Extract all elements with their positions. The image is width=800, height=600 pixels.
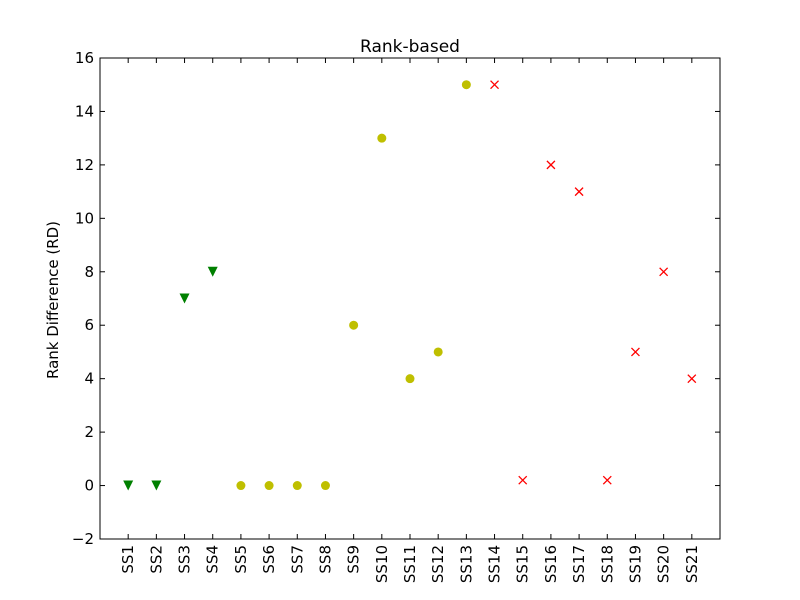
x-tick-label: SS1	[119, 545, 137, 574]
data-point-x	[659, 267, 669, 277]
data-point-x	[574, 187, 584, 197]
x-tick-label: SS4	[204, 545, 222, 574]
data-point-circle	[433, 347, 443, 357]
x-tick-label: SS8	[316, 545, 334, 574]
data-point-circle	[461, 80, 471, 90]
y-tick-label: −2	[72, 530, 94, 548]
data-points	[123, 80, 697, 491]
x-tick-label: SS15	[514, 545, 532, 583]
data-point-triangle	[207, 266, 218, 277]
x-tick-label: SS14	[486, 545, 504, 583]
data-point-x	[630, 347, 640, 357]
data-point-circle	[377, 133, 387, 143]
y-tick-label: 12	[75, 156, 94, 174]
data-point-x	[602, 475, 612, 485]
x-tick-label: SS9	[345, 545, 363, 574]
x-tick-label: SS11	[401, 545, 419, 583]
y-tick-label: 0	[84, 477, 94, 495]
x-tick-label: SS7	[288, 545, 306, 574]
data-point-circle	[236, 481, 246, 491]
plot-area	[99, 57, 721, 540]
x-tick-label: SS16	[542, 545, 560, 583]
x-tick-label: SS21	[683, 545, 701, 583]
y-tick-label: 10	[75, 209, 94, 227]
x-tick-label: SS19	[626, 545, 644, 583]
y-tick-label: 4	[84, 370, 94, 388]
x-tick-label: SS5	[232, 545, 250, 574]
data-point-circle	[320, 481, 330, 491]
data-point-triangle	[151, 480, 162, 491]
x-tick-label: SS18	[598, 545, 616, 583]
x-tick-label: SS6	[260, 545, 278, 574]
axis-ticks: −2 0 2 4 6 8 10 12 14 16 SS1 SS2 SS3 SS4 SS5 SS6 SS7 SS8 S…	[72, 49, 720, 583]
x-tick-label: SS13	[457, 545, 475, 583]
data-point-circle	[264, 481, 274, 491]
chart-title: Rank-based	[360, 37, 460, 57]
y-tick-label: 2	[84, 423, 94, 441]
y-tick-label: 8	[84, 263, 94, 281]
x-tick-label: SS12	[429, 545, 447, 583]
x-tick-label: SS3	[176, 545, 194, 574]
data-point-x	[546, 160, 556, 170]
data-point-circle	[349, 320, 359, 330]
data-point-x	[518, 475, 528, 485]
y-tick-label: 14	[75, 102, 94, 120]
y-axis-label: Rank Difference (RD)	[44, 221, 62, 379]
data-point-triangle	[123, 480, 134, 491]
data-point-x	[490, 80, 500, 90]
data-point-triangle	[179, 293, 190, 304]
data-point-circle	[405, 374, 415, 384]
x-tick-label: SS20	[655, 545, 673, 583]
x-tick-label: SS10	[373, 545, 391, 583]
x-tick-label: SS2	[147, 545, 165, 574]
y-tick-label: 16	[75, 49, 94, 67]
data-point-circle	[292, 481, 302, 491]
x-tick-label: SS17	[570, 545, 588, 583]
y-tick-label: 6	[84, 316, 94, 334]
data-point-x	[687, 374, 697, 384]
